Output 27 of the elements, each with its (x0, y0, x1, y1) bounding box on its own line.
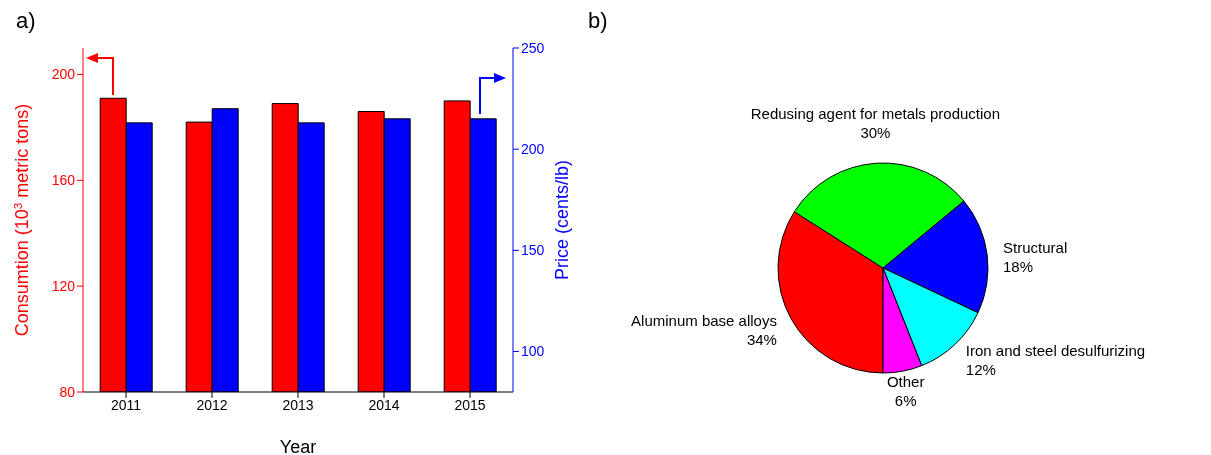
x-tick-label: 2014 (368, 396, 400, 413)
slice-label: Aluminum base alloys (631, 312, 777, 330)
y-tick-label: 80 (59, 383, 76, 400)
data-label: 30% (860, 124, 891, 142)
chart-title: b) (588, 8, 608, 34)
slice-label: Structural (1003, 238, 1068, 256)
data-label: 6% (894, 391, 917, 409)
x-tick-label: 2011 (110, 396, 142, 413)
data-label: 18% (1003, 257, 1034, 275)
data-label: 12% (965, 361, 996, 379)
data-label: 34% (746, 331, 777, 349)
x-tick-label: 2015 (454, 396, 486, 413)
y-tick-label: 200 (51, 66, 76, 83)
slice-label: Redusing agent for metals production (750, 105, 1001, 123)
x-tick-label: 2012 (196, 396, 228, 413)
slice-label: Other (886, 372, 925, 390)
x-tick-label: 2013 (282, 396, 314, 413)
x-axis-title: Year (279, 437, 317, 455)
y2-tick-label: 100 (521, 343, 545, 360)
slice-label: Iron and steel desulfurizing (965, 342, 1146, 360)
y2-tick-label: 250 (521, 39, 545, 56)
y-tick-label: 160 (51, 172, 76, 189)
y-tick-label: 120 (51, 278, 76, 295)
y2-tick-label: 150 (521, 242, 545, 259)
y2-tick-label: 200 (521, 141, 545, 158)
chart-title: a) (16, 8, 36, 34)
y2-axis-title: Price (cents/lb) (552, 159, 572, 281)
